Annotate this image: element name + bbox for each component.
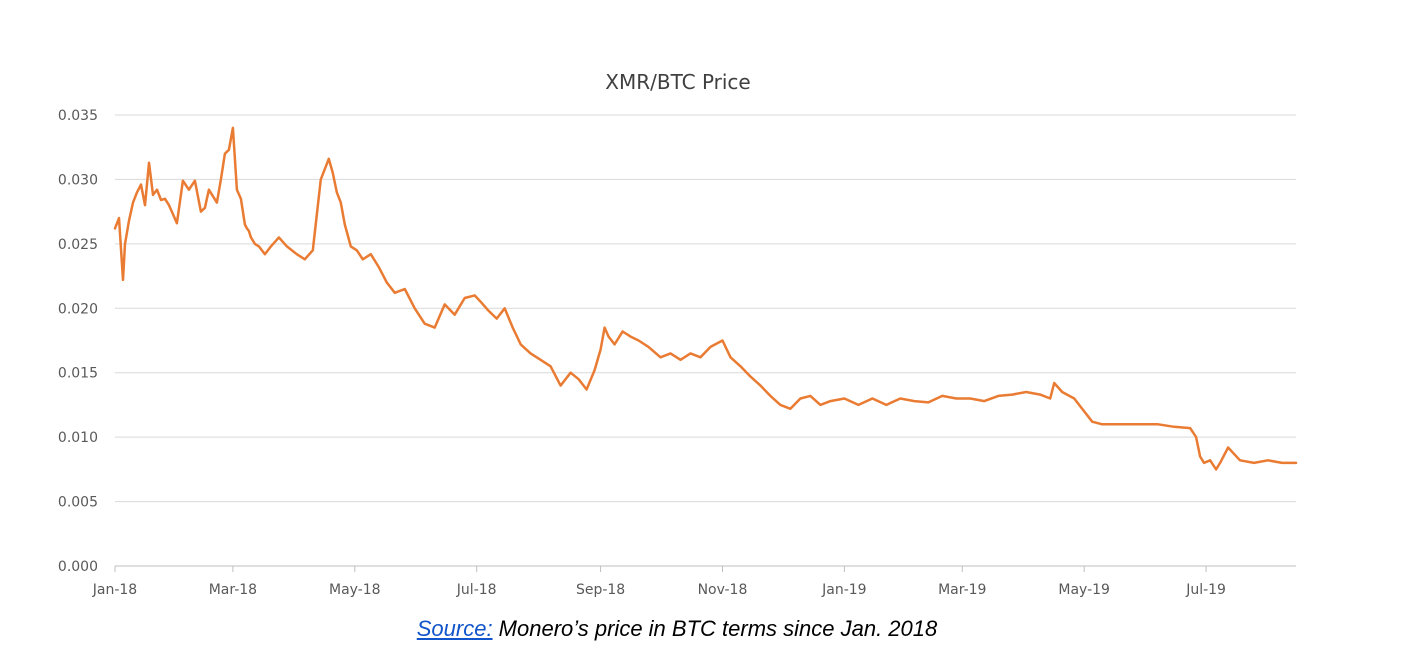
y-tick-label: 0.005	[58, 495, 98, 511]
figure-caption: Source: Monero’s price in BTC terms sinc…	[0, 616, 1354, 642]
source-link[interactable]: Source:	[416, 616, 493, 641]
xmr-btc-line-chart: XMR/BTC Price 0.0000.0050.0100.0150.0200…	[58, 70, 1298, 598]
x-tick-label: Mar-19	[938, 582, 986, 598]
y-axis-tick-labels: 0.000 0.005 0.010 0.015 0.020 0.025 0.030 0.035	[58, 108, 98, 575]
y-tick-label: 0.020	[58, 301, 98, 317]
y-tick-label: 0.035	[58, 108, 98, 124]
x-tick-label: May-19	[1058, 582, 1110, 598]
y-tick-label: 0.010	[58, 430, 98, 446]
y-tick-label: 0.015	[58, 366, 98, 382]
x-tick-label: Sep-18	[576, 582, 625, 598]
x-tick-label: Mar-18	[209, 582, 257, 598]
x-axis	[114, 565, 1296, 572]
y-tick-label: 0.025	[58, 237, 98, 253]
y-tick-label: 0.030	[58, 172, 98, 188]
x-tick-label: Nov-18	[698, 582, 748, 598]
series-line	[113, 126, 1298, 471]
x-tick-label: Jul-18	[456, 582, 497, 598]
x-tick-label: Jan-18	[92, 582, 137, 598]
y-tick-label: 0.000	[58, 559, 98, 575]
x-tick-label: Jul-19	[1185, 582, 1226, 598]
x-tick-label: Jan-19	[821, 582, 866, 598]
x-tick-label: May-18	[329, 582, 381, 598]
x-axis-tick-labels: Jan-18 Mar-18 May-18 Jul-18 Sep-18 Nov-18 Jan-…	[92, 582, 1226, 598]
series-group	[113, 126, 1298, 471]
chart-title: XMR/BTC Price	[605, 70, 750, 94]
gridlines	[115, 114, 1296, 567]
caption-text: Monero’s price in BTC terms since Jan. 2…	[492, 616, 938, 641]
